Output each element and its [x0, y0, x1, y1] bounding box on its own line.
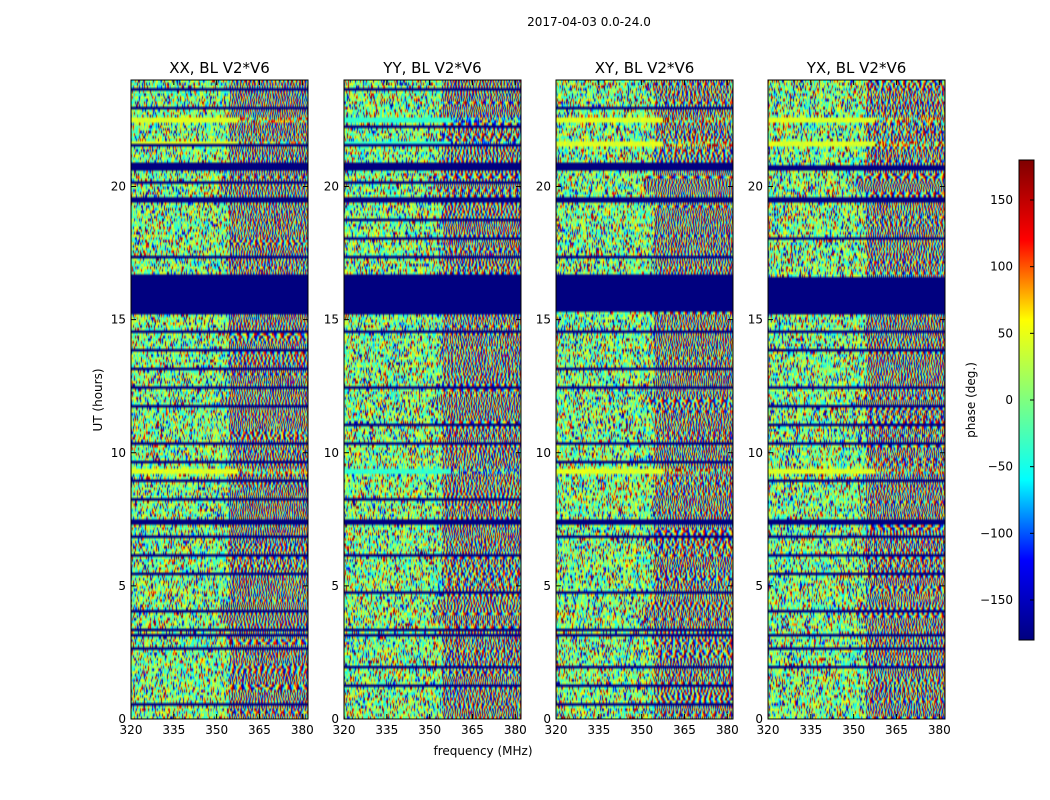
x-tick-label: 320	[120, 723, 143, 737]
y-axis-label: UT (hours)	[91, 368, 105, 431]
x-tick-label: 380	[928, 723, 951, 737]
phase-heatmap	[344, 80, 521, 719]
y-tick-label: 15	[536, 313, 551, 327]
phase-heatmap	[131, 80, 308, 719]
colorbar-tick-label: −150	[980, 593, 1013, 607]
colorbar-tick-label: −50	[988, 460, 1013, 474]
panel-xx: XX, BL V2*V6 320 335 350 365 380 0 5 10 15 20	[111, 59, 314, 737]
x-tick-label: 350	[418, 723, 441, 737]
y-tick-label: 20	[324, 180, 339, 194]
y-tick-label: 20	[748, 180, 763, 194]
phase-heatmap	[768, 80, 945, 719]
x-tick-label: 320	[757, 723, 780, 737]
panel-yy: YY, BL V2*V6 320 335 350 365 380 0 5 10 15 20	[324, 59, 527, 737]
y-tick-label: 10	[536, 446, 551, 460]
x-tick-label: 365	[673, 723, 696, 737]
panel-title: YY, BL V2*V6	[382, 59, 481, 77]
x-tick-label: 335	[587, 723, 610, 737]
axes-frame	[130, 79, 309, 720]
y-tick-label: 0	[118, 712, 126, 726]
colorbar: −150 −100 −50 0 50 100 150	[980, 159, 1035, 641]
y-tick-label: 20	[536, 180, 551, 194]
y-tick-label: 15	[324, 313, 339, 327]
x-tick-label: 320	[333, 723, 356, 737]
colorbar-tick-label: 0	[1005, 393, 1013, 407]
x-tick-label: 350	[630, 723, 653, 737]
colorbar-tick-label: 100	[990, 260, 1013, 274]
axes-frame	[343, 79, 522, 720]
x-tick-label: 365	[885, 723, 908, 737]
x-tick-label: 335	[799, 723, 822, 737]
panel-title: YX, BL V2*V6	[806, 59, 907, 77]
y-tick-label: 10	[111, 446, 126, 460]
x-tick-label: 380	[504, 723, 527, 737]
figure-title: 2017-04-03 0.0-24.0	[527, 15, 651, 29]
y-tick-label: 15	[748, 313, 763, 327]
x-tick-label: 380	[716, 723, 739, 737]
phase-heatmap	[556, 80, 733, 719]
x-tick-label: 365	[461, 723, 484, 737]
x-tick-label: 350	[842, 723, 865, 737]
panel-yx: YX, BL V2*V6 320 335 350 365 380 0 5 10 15 20	[748, 59, 951, 737]
panel-title: XX, BL V2*V6	[169, 59, 270, 77]
colorbar-tick-label: −100	[980, 526, 1013, 540]
colorbar-tick-label: 150	[990, 193, 1013, 207]
y-tick-label: 20	[111, 180, 126, 194]
x-tick-label: 320	[545, 723, 568, 737]
x-tick-label: 335	[162, 723, 185, 737]
y-tick-label: 0	[331, 712, 339, 726]
x-tick-label: 350	[205, 723, 228, 737]
y-tick-label: 5	[755, 579, 763, 593]
y-tick-label: 10	[324, 446, 339, 460]
axes-frame	[555, 79, 734, 720]
x-tick-label: 380	[291, 723, 314, 737]
x-tick-label: 365	[248, 723, 271, 737]
panel-xy: XY, BL V2*V6 320 335 350 365 380 0 5 10 15 20	[536, 59, 739, 737]
panel-title: XY, BL V2*V6	[595, 59, 695, 77]
colorbar-label: phase (deg.)	[964, 362, 978, 438]
y-tick-label: 10	[748, 446, 763, 460]
y-tick-label: 5	[543, 579, 551, 593]
y-tick-label: 5	[118, 579, 126, 593]
x-tick-label: 335	[375, 723, 398, 737]
axes-frame	[767, 79, 946, 720]
colorbar-tick-label: 50	[998, 326, 1013, 340]
x-axis-label: frequency (MHz)	[433, 744, 532, 758]
y-tick-label: 15	[111, 313, 126, 327]
y-tick-label: 5	[331, 579, 339, 593]
y-tick-label: 0	[755, 712, 763, 726]
y-tick-label: 0	[543, 712, 551, 726]
